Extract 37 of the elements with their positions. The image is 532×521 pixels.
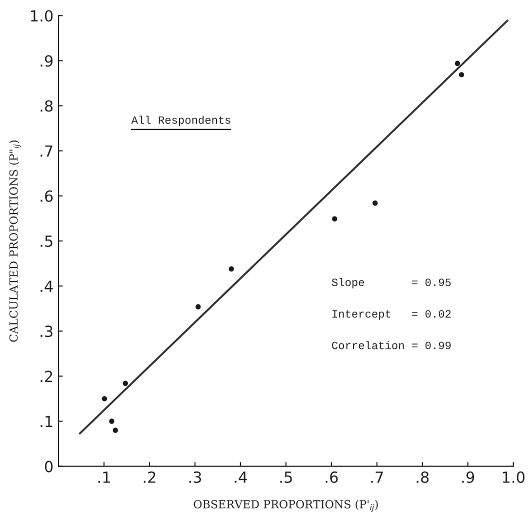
point: [122, 380, 128, 386]
y-tick-label: .3: [40, 326, 52, 338]
x-tick-label: .8: [416, 471, 429, 483]
point: [332, 216, 338, 222]
y-tick-label: .2: [40, 370, 52, 382]
y-tick-label: .6: [40, 190, 53, 202]
x-tick-label: .2: [144, 471, 156, 483]
y-axis-title: CALCULATED PROPORTIONS (P"$_{ij}$): [9, 140, 22, 342]
point: [102, 396, 108, 402]
x-tick-label: .3: [189, 471, 202, 483]
point: [112, 428, 118, 433]
y-tick-label: 0: [44, 460, 53, 472]
x-tick-label: .1: [98, 472, 110, 483]
y-tick-label: .8: [40, 100, 53, 112]
point: [458, 72, 464, 78]
y-tick-label: .5: [40, 236, 52, 247]
annotation: All Respondents: [131, 116, 230, 126]
y-tick-label: .9: [40, 55, 53, 67]
x-tick-label: .7: [371, 472, 383, 483]
point: [109, 418, 114, 424]
annotation: Slope = 0.95: [332, 278, 451, 288]
y-tick-label: 1.0: [31, 10, 53, 22]
annotation: Intercept = 0.02: [332, 310, 451, 320]
point: [372, 200, 378, 206]
x-axis-title: OBSERVED PROPORTIONS (P'$_{ij}$): [194, 500, 378, 512]
point: [228, 266, 234, 272]
annotation: Correlation = 0.99: [332, 341, 451, 350]
y-tick-label: .1: [40, 416, 52, 428]
point: [454, 60, 460, 66]
x-tick-label: .6: [326, 471, 338, 483]
y-tick-label: .4: [40, 280, 53, 292]
y-tick-label: .7: [40, 145, 52, 157]
point: [196, 304, 201, 310]
x-tick-label: .9: [462, 471, 474, 483]
x-tick-label: 1.0: [502, 471, 525, 483]
x-tick-label: .5: [280, 472, 292, 483]
x-tick-label: .4: [234, 472, 247, 483]
